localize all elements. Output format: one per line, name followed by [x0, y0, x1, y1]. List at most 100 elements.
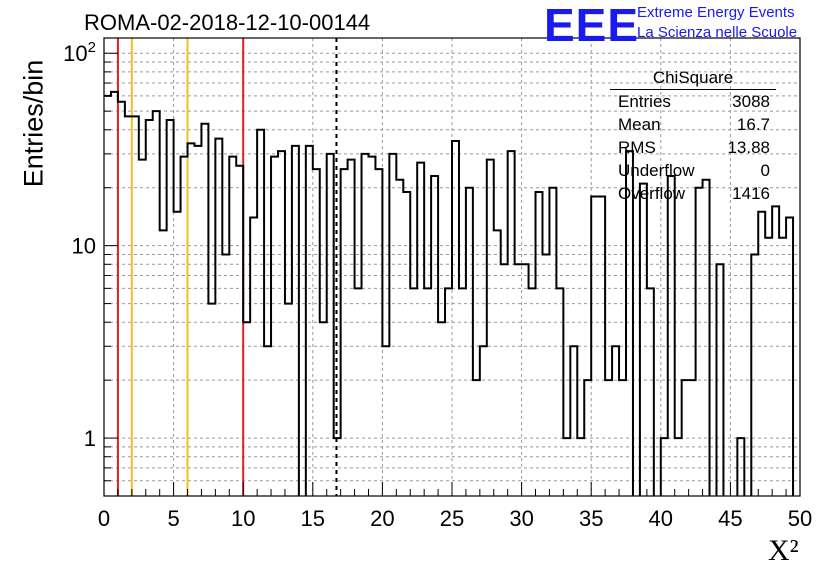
- logo-line-2: La Scienza nelle Scuole: [637, 24, 798, 41]
- stats-value: 3088: [732, 92, 770, 111]
- stats-row: Entries 3088: [610, 90, 776, 113]
- histogram-bin: [494, 230, 501, 496]
- histogram-bin: [368, 157, 375, 496]
- histogram-bin: [104, 96, 111, 496]
- histogram-bin: [459, 288, 466, 496]
- y-tick-label: 102: [63, 39, 96, 66]
- x-tick-label: 0: [98, 506, 110, 531]
- histogram-bin: [382, 346, 389, 496]
- y-tick-label: 1: [84, 426, 96, 451]
- histogram-bin: [243, 322, 250, 496]
- plot-title: ROMA-02-2018-12-10-00144: [84, 10, 371, 35]
- histogram-bin: [403, 192, 410, 496]
- histogram-bin: [389, 154, 396, 496]
- histogram-bin: [452, 141, 459, 496]
- histogram-bin: [125, 116, 132, 496]
- histogram-bin: [779, 238, 786, 496]
- histogram-bin: [181, 157, 188, 496]
- histogram-bin: [647, 288, 654, 496]
- histogram-bin: [765, 238, 772, 496]
- histogram-bin: [250, 218, 257, 496]
- histogram-bin: [292, 146, 299, 496]
- histogram-bin: [348, 160, 355, 496]
- histogram-bin: [396, 180, 403, 496]
- stats-box: ChiSquare Entries 3088 Mean 16.7 RMS 13.88 …: [610, 68, 776, 205]
- histogram-bin: [264, 346, 271, 496]
- stats-value: 0: [760, 161, 770, 180]
- histogram-bin: [480, 346, 487, 496]
- stats-label: Underflow: [618, 161, 695, 180]
- histogram-bin: [278, 151, 285, 496]
- x-tick-label: 30: [509, 506, 533, 531]
- histogram-bin: [466, 188, 473, 496]
- histogram-bin: [570, 346, 577, 496]
- histogram-bin: [111, 92, 118, 496]
- stats-label: Overflow: [618, 184, 686, 203]
- eee-logo: EEE: [544, 0, 640, 51]
- stats-value: 16.7: [736, 115, 770, 134]
- stats-label: RMS: [618, 138, 656, 157]
- histogram-bin: [362, 154, 369, 496]
- histogram-bin: [751, 254, 758, 496]
- histogram-bin: [703, 180, 710, 496]
- y-axis-label: Entries/bin: [18, 59, 49, 188]
- histogram-bin: [188, 143, 195, 496]
- reference-lines: [116, 38, 338, 496]
- histogram-bin: [160, 230, 167, 496]
- histogram-bin: [529, 288, 536, 496]
- x-axis-label: X²: [768, 534, 799, 567]
- y-tick-label: 10: [72, 234, 96, 259]
- histogram-bin: [132, 116, 139, 496]
- stats-row: Mean 16.7: [610, 113, 776, 136]
- histogram-bin: [612, 346, 619, 496]
- x-tick-label: 10: [231, 506, 255, 531]
- histogram-bin: [355, 288, 362, 496]
- histogram-bin: [194, 146, 201, 496]
- histogram-bin: [786, 218, 793, 496]
- x-tick-label: 20: [370, 506, 394, 531]
- histogram-bin: [696, 188, 703, 496]
- histogram-bin: [549, 188, 556, 496]
- histogram-bin: [668, 176, 675, 496]
- logo-line-1: Extreme Energy Events: [637, 4, 795, 21]
- histogram-bin: [118, 102, 125, 496]
- histogram-bin: [208, 304, 215, 496]
- histogram-bars: [104, 90, 795, 496]
- histogram-bin: [772, 206, 779, 496]
- stats-label: Entries: [618, 92, 671, 111]
- histogram-bin: [201, 124, 208, 496]
- histogram-bin: [320, 322, 327, 496]
- histogram-bin: [139, 160, 146, 496]
- histogram-bin: [640, 184, 647, 496]
- stats-row: Underflow 0: [610, 159, 776, 182]
- x-tick-label: 50: [788, 506, 812, 531]
- histogram-bin: [229, 157, 236, 496]
- x-tick-label: 40: [649, 506, 673, 531]
- histogram-outline: [104, 90, 795, 496]
- histogram-bin: [271, 157, 278, 496]
- histogram-bin: [306, 146, 313, 496]
- axis-ticks: 0 5 10 15 20 25 30 35 40 45 50 1 10 102: [63, 39, 812, 531]
- histogram-bin: [222, 254, 229, 496]
- x-tick-label: 5: [167, 506, 179, 531]
- stats-row: Overflow 1416: [610, 182, 776, 205]
- stats-title: ChiSquare: [610, 68, 776, 90]
- histogram-bin: [410, 288, 417, 496]
- x-tick-label: 15: [301, 506, 325, 531]
- histogram-bin: [146, 120, 153, 496]
- histogram-bin: [438, 322, 445, 496]
- histogram-bin: [285, 304, 292, 496]
- histogram-bin: [167, 120, 174, 496]
- x-tick-label: 35: [579, 506, 603, 531]
- histogram-bin: [536, 192, 543, 496]
- stats-value: 13.88: [727, 138, 770, 157]
- histogram-bin: [417, 163, 424, 496]
- x-tick-label: 25: [440, 506, 464, 531]
- histogram-bin: [424, 288, 431, 496]
- histogram-bin: [257, 130, 264, 496]
- histogram-bin: [431, 176, 438, 496]
- stats-row: RMS 13.88: [610, 136, 776, 159]
- histogram-bin: [508, 151, 515, 496]
- histogram-bin: [327, 154, 334, 496]
